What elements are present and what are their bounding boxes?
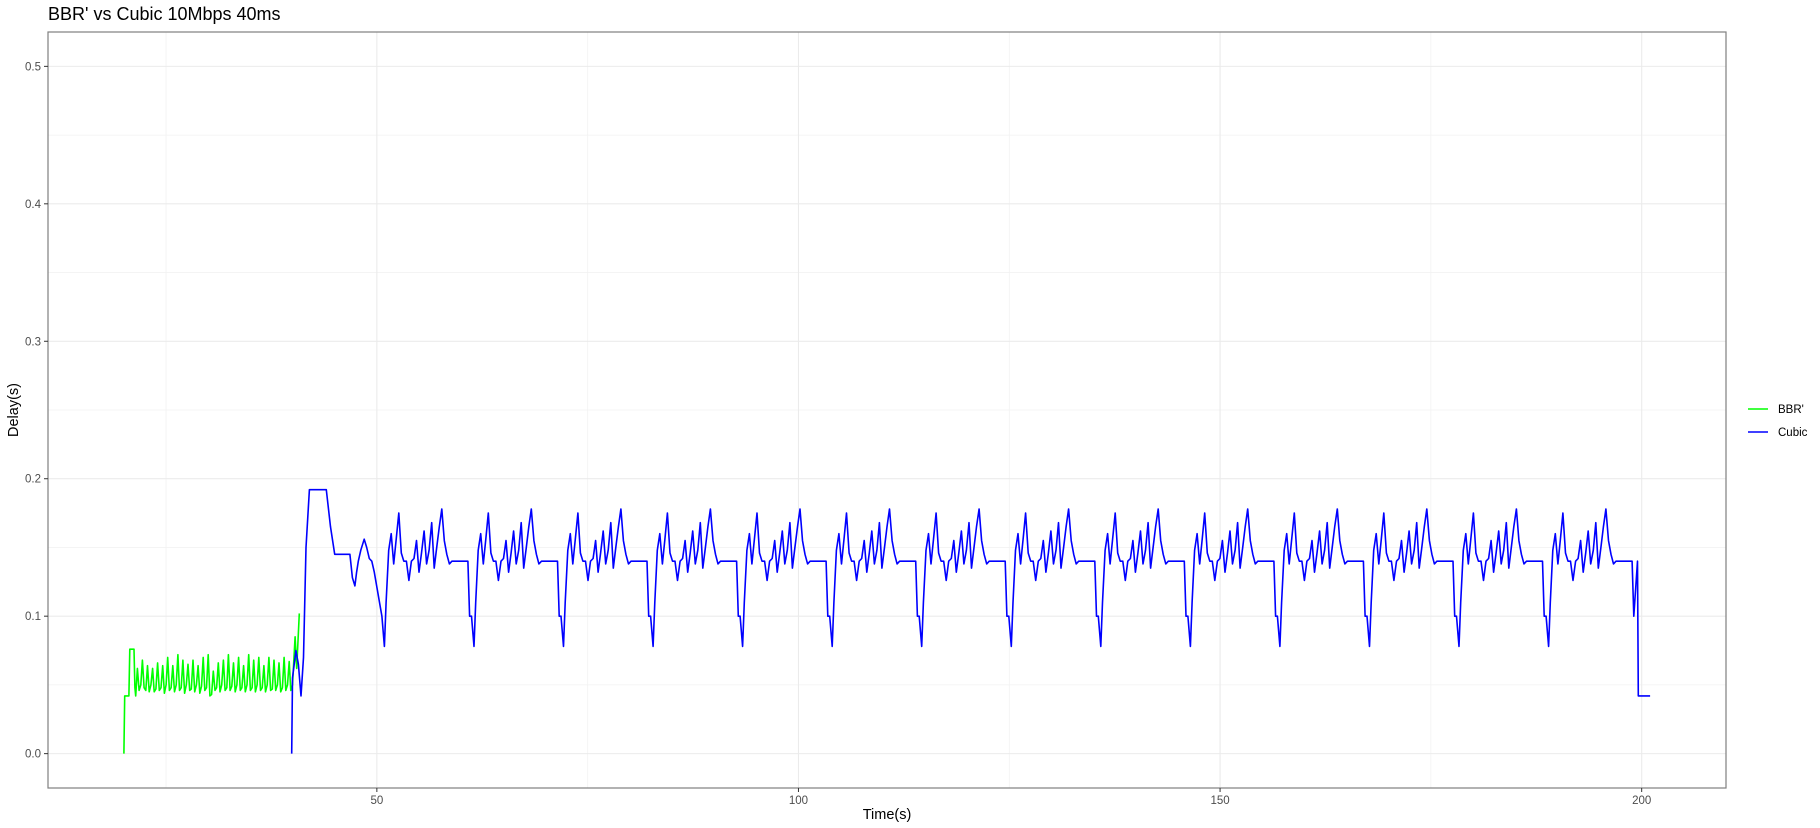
y-tick-label: 0.1 [25, 611, 41, 623]
x-tick-label: 100 [789, 795, 808, 807]
x-tick-label: 150 [1210, 795, 1229, 807]
y-axis-label: Delay(s) [6, 383, 22, 437]
axis-ticks: 50 100 150 200 0.0 0.1 0.2 0.3 0.4 0.5 [25, 61, 1651, 807]
plot-border [47, 31, 1727, 789]
legend: BBR' Cubic [1748, 404, 1808, 439]
series-line-bbr [123, 613, 301, 754]
x-tick-label: 200 [1632, 795, 1651, 807]
y-tick-label: 0.2 [25, 474, 41, 486]
series-line-cubic [290, 488, 1651, 754]
y-tick-label: 0.5 [25, 61, 41, 73]
y-tick-label: 0.0 [25, 749, 41, 761]
y-tick-label: 0.4 [25, 199, 42, 211]
legend-item-label: BBR' [1778, 404, 1804, 416]
chart-title: BBR' vs Cubic 10Mbps 40ms [48, 4, 281, 24]
x-tick-label: 50 [370, 795, 383, 807]
x-axis-label: Time(s) [863, 807, 912, 823]
y-tick-label: 0.3 [25, 336, 41, 348]
grid [48, 32, 1726, 788]
series-lines [123, 488, 1651, 754]
legend-item-label: Cubic [1778, 427, 1808, 439]
